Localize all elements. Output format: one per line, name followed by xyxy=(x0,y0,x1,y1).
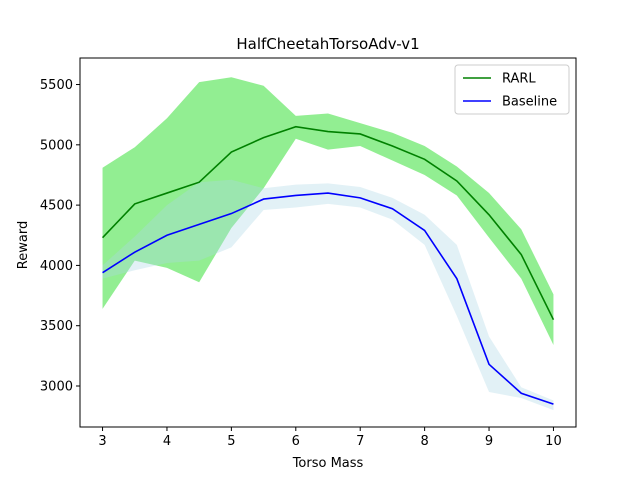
x-tick-label: 5 xyxy=(227,434,235,449)
x-tick-label: 6 xyxy=(292,434,300,449)
x-axis-label: Torso Mass xyxy=(292,456,364,471)
line-baseline xyxy=(102,192,554,405)
x-tick-label: 9 xyxy=(485,434,493,449)
y-tick-label: 4000 xyxy=(40,259,73,274)
y-tick-label: 4500 xyxy=(40,199,73,214)
band-rarl xyxy=(102,77,554,345)
x-tick-label: 8 xyxy=(420,434,428,449)
legend: RARL Baseline xyxy=(454,64,570,115)
y-axis-label: Reward xyxy=(16,221,31,269)
band-baseline xyxy=(102,179,554,411)
x-tick-label: 3 xyxy=(98,434,106,449)
x-tick-label: 4 xyxy=(163,434,171,449)
line-rarl xyxy=(101,125,555,321)
plot-frame xyxy=(79,57,577,428)
y-tick-label: 3500 xyxy=(40,319,73,334)
x-tick-label: 10 xyxy=(545,434,562,449)
legend-label-rarl: RARL xyxy=(502,72,536,87)
legend-label-baseline: Baseline xyxy=(502,95,557,110)
series-lines xyxy=(101,125,555,405)
axes: 3 4 5 6 7 8 9 10 3000 3500 4000 4500 5000 5500 xyxy=(40,57,577,449)
y-tick-label: 3000 xyxy=(40,380,73,395)
y-tick-label: 5500 xyxy=(40,78,73,93)
y-tick-label: 5000 xyxy=(40,138,73,153)
x-tick-label: 7 xyxy=(356,434,364,449)
confidence-bands xyxy=(102,77,554,411)
chart-title: HalfCheetahTorsoAdv-v1 xyxy=(236,35,419,53)
